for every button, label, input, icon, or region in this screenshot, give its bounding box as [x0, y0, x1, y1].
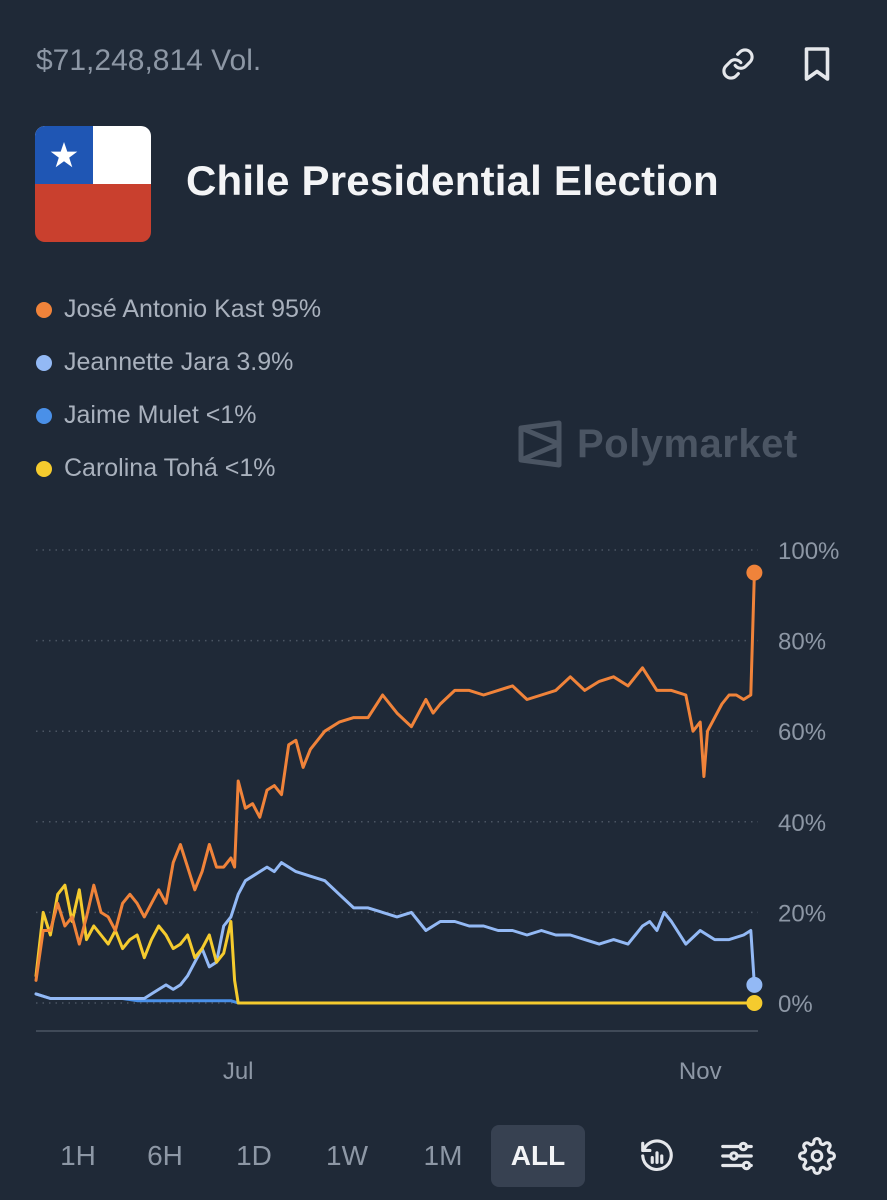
settings-gear-icon[interactable] [795, 1134, 839, 1178]
x-tick-label: Nov [679, 1058, 722, 1085]
y-tick-label: 100% [778, 538, 839, 565]
legend-label: Jeannette Jara 3.9% [64, 348, 294, 376]
series-line [34, 861, 756, 1000]
x-tick-label: Jul [223, 1058, 254, 1085]
timeframe-1m-button[interactable]: 1M [423, 1140, 463, 1171]
timeframe-all-button[interactable]: ALL [491, 1125, 585, 1187]
series-line [34, 883, 756, 1005]
y-tick-label: 80% [778, 629, 826, 656]
history-chart-icon[interactable] [635, 1134, 679, 1178]
y-tick-label: 20% [778, 900, 826, 927]
sliders-icon[interactable] [715, 1134, 759, 1178]
legend-dot [36, 407, 52, 424]
chart-controls: 1H 6H 1D 1W 1M ALL [0, 1125, 887, 1187]
legend-dot [36, 460, 52, 477]
chart-legend: José Antonio Kast 95% Jeannette Jara 3.9… [36, 283, 321, 495]
series-end-marker [746, 564, 763, 581]
link-icon[interactable] [716, 42, 760, 86]
polymarket-watermark: Polymarket [517, 420, 798, 468]
timeframe-1w-button[interactable]: 1W [326, 1140, 368, 1171]
timeframe-1d-button[interactable]: 1D [236, 1140, 272, 1171]
legend-label: José Antonio Kast 95% [64, 295, 322, 323]
timeframe-6h-button[interactable]: 6H [147, 1140, 183, 1171]
legend-item: Jeannette Jara 3.9% [36, 336, 321, 389]
y-tick-label: 60% [778, 719, 826, 746]
series-line [34, 571, 756, 982]
legend-item: Carolina Tohá <1% [36, 442, 321, 495]
series-end-marker [746, 976, 763, 993]
watermark-text: Polymarket [577, 421, 798, 466]
legend-dot [36, 301, 52, 318]
series-end-marker [746, 995, 763, 1011]
y-tick-label: 0% [778, 991, 813, 1018]
chile-flag-icon [35, 126, 151, 242]
polymarket-logo-icon [518, 420, 562, 468]
legend-label: Carolina Tohá <1% [64, 454, 276, 482]
page-title: Chile Presidential Election [186, 157, 719, 204]
volume-label: $71,248,814 Vol. [36, 44, 262, 77]
legend-dot [36, 354, 52, 371]
legend-label: Jaime Mulet <1% [64, 401, 257, 429]
legend-item: Jaime Mulet <1% [36, 389, 321, 442]
timeframe-1h-button[interactable]: 1H [60, 1140, 96, 1171]
legend-item: José Antonio Kast 95% [36, 283, 321, 336]
bookmark-icon[interactable] [795, 42, 839, 86]
y-tick-label: 40% [778, 810, 826, 837]
